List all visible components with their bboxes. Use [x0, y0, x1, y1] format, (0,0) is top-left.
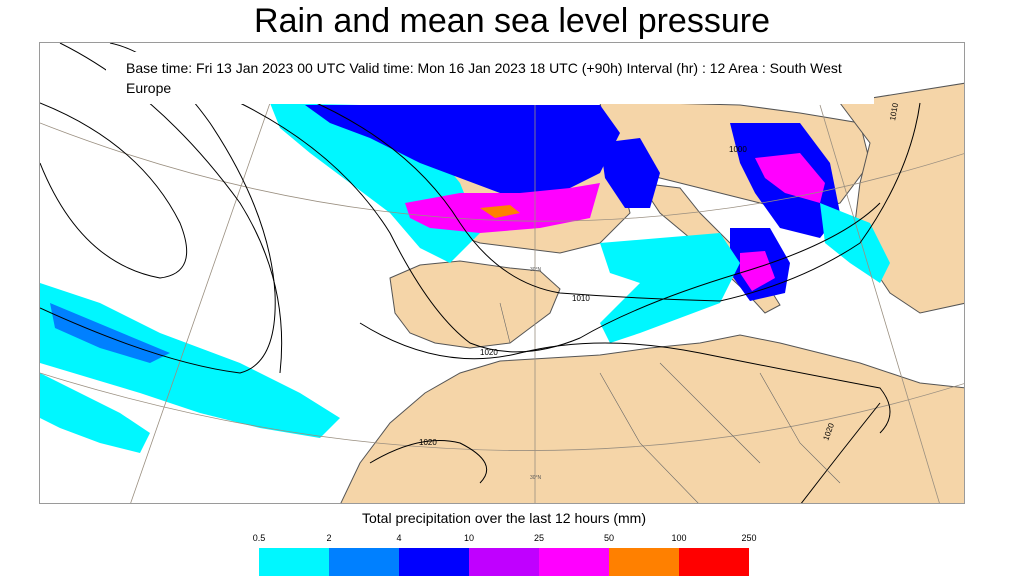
- precip-north-band: [305, 105, 620, 193]
- graticule-parallel: [40, 372, 964, 451]
- legend-threshold: 0.5: [252, 533, 266, 543]
- graticule-label-group: 30°N 30°N: [530, 267, 542, 481]
- border-line: [659, 362, 761, 464]
- map-canvas: 1000 1010 1010 1020 1020 1020 30°N 30°N: [40, 43, 964, 503]
- precip-atlantic-south: [40, 373, 150, 453]
- legend-threshold: 100: [671, 533, 687, 543]
- info-line-1: Base time: Fri 13 Jan 2023 00 UTC Valid …: [126, 60, 842, 76]
- borders: [499, 302, 841, 503]
- legend-swatch: [539, 548, 609, 576]
- graticule-meridian: [130, 102, 271, 503]
- isobar-label: 1020: [480, 348, 498, 357]
- legend-labels: 0.5 2 4 10 25 50 100 250: [0, 533, 1024, 545]
- precip-balkan-light: [820, 203, 890, 283]
- graticule-meridian: [819, 104, 940, 503]
- precip-med-heavy: [740, 251, 775, 291]
- graticule-label: 30°N: [530, 267, 542, 273]
- legend-threshold: 2: [326, 533, 332, 543]
- balkans-land: [839, 82, 964, 314]
- legend-threshold: 50: [603, 533, 615, 543]
- isobar-line: [800, 402, 881, 503]
- border-line: [599, 372, 699, 503]
- precip-central: [600, 138, 660, 208]
- precip-core: [480, 205, 520, 218]
- legend-threshold: 10: [463, 533, 475, 543]
- legend-threshold: 250: [741, 533, 757, 543]
- border-line: [499, 302, 511, 344]
- legend-swatch: [329, 548, 399, 576]
- legend-swatch: [609, 548, 679, 576]
- precip-med-light: [600, 233, 740, 343]
- legend-swatch: [679, 548, 749, 576]
- legend-threshold: 4: [396, 533, 402, 543]
- legend-color-bar: [259, 548, 749, 576]
- info-line-2: Europe: [126, 80, 172, 96]
- isobar-line: [304, 97, 921, 302]
- isobar-label: 1010: [888, 102, 900, 122]
- isobar-line: [239, 102, 881, 353]
- legend-title: Total precipitation over the last 12 hou…: [361, 510, 646, 526]
- graticule-parallel: [40, 122, 964, 222]
- precip-atlantic-light: [40, 283, 340, 438]
- iberia-land: [389, 260, 561, 349]
- legend-swatch: [469, 548, 539, 576]
- legend-threshold: 25: [533, 533, 545, 543]
- isobar-label: 1020: [419, 438, 437, 447]
- weather-map: 1000 1010 1010 1020 1020 1020 30°N 30°N: [39, 42, 965, 504]
- precip-east-heavy: [755, 153, 825, 203]
- map-title: Rain and mean sea level pressure: [254, 2, 770, 40]
- isobar-label-group: 1000 1010 1010 1020 1020 1020: [419, 102, 900, 447]
- legend-swatch: [259, 548, 329, 576]
- graticule: [40, 102, 964, 503]
- isobar-line: [369, 440, 488, 484]
- border-line: [759, 372, 841, 484]
- info-box: Base time: Fri 13 Jan 2023 00 UTC Valid …: [106, 52, 874, 104]
- north-africa-land: [340, 334, 964, 503]
- isobar-label: 1010: [572, 294, 590, 303]
- legend-swatch: [399, 548, 469, 576]
- isobar-line: [40, 102, 188, 279]
- isobar-line: [359, 322, 891, 434]
- isobar-label: 1000: [729, 145, 747, 154]
- graticule-label: 30°N: [530, 475, 542, 481]
